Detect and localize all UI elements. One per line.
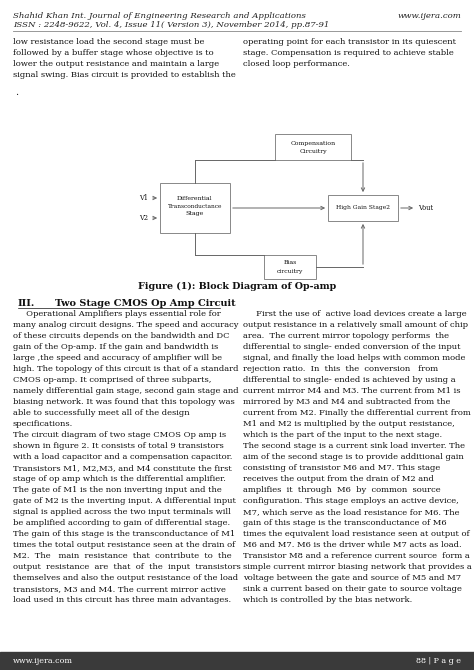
Text: operating point for each transistor in its quiescent
stage. Compensation is requ: operating point for each transistor in i… xyxy=(243,38,456,68)
Text: www.ijera.com: www.ijera.com xyxy=(397,12,461,20)
Text: low resistance load the second stage must be
followed by a buffer stage whose ob: low resistance load the second stage mus… xyxy=(13,38,236,79)
Text: ISSN : 2248-9622, Vol. 4, Issue 11( Version 3), November 2014, pp.87-91: ISSN : 2248-9622, Vol. 4, Issue 11( Vers… xyxy=(13,21,329,29)
FancyBboxPatch shape xyxy=(160,183,230,233)
Text: .: . xyxy=(15,88,18,97)
Text: Two Stage CMOS Op Amp Circuit: Two Stage CMOS Op Amp Circuit xyxy=(55,299,236,308)
Text: Circuitry: Circuitry xyxy=(299,149,327,153)
Text: V1: V1 xyxy=(139,194,148,202)
Text: High Gain Stage2: High Gain Stage2 xyxy=(336,206,390,210)
Text: circuitry: circuitry xyxy=(277,269,303,273)
Text: Operational Amplifiers plays essential role for
many analog circuit designs. The: Operational Amplifiers plays essential r… xyxy=(13,310,241,604)
Text: 88 | P a g e: 88 | P a g e xyxy=(416,657,461,665)
Text: Compensation: Compensation xyxy=(291,141,336,145)
Text: Vout: Vout xyxy=(418,204,433,212)
Text: III.: III. xyxy=(18,299,35,308)
Text: Differential: Differential xyxy=(177,196,213,200)
Text: Transconductance: Transconductance xyxy=(168,204,222,208)
FancyBboxPatch shape xyxy=(275,134,351,160)
Text: Figure (1): Block Diagram of Op-amp: Figure (1): Block Diagram of Op-amp xyxy=(138,282,336,291)
FancyBboxPatch shape xyxy=(264,255,316,279)
Bar xyxy=(0,652,474,670)
Text: www.ijera.com: www.ijera.com xyxy=(13,657,73,665)
FancyBboxPatch shape xyxy=(328,195,398,221)
Text: Shahid Khan Int. Journal of Engineering Research and Applications: Shahid Khan Int. Journal of Engineering … xyxy=(13,12,306,20)
Text: Bias: Bias xyxy=(283,261,297,265)
Text: First the use of  active load devices create a large
output resistance in a rela: First the use of active load devices cre… xyxy=(243,310,472,604)
Text: V2: V2 xyxy=(139,214,148,222)
Text: Stage: Stage xyxy=(186,212,204,216)
